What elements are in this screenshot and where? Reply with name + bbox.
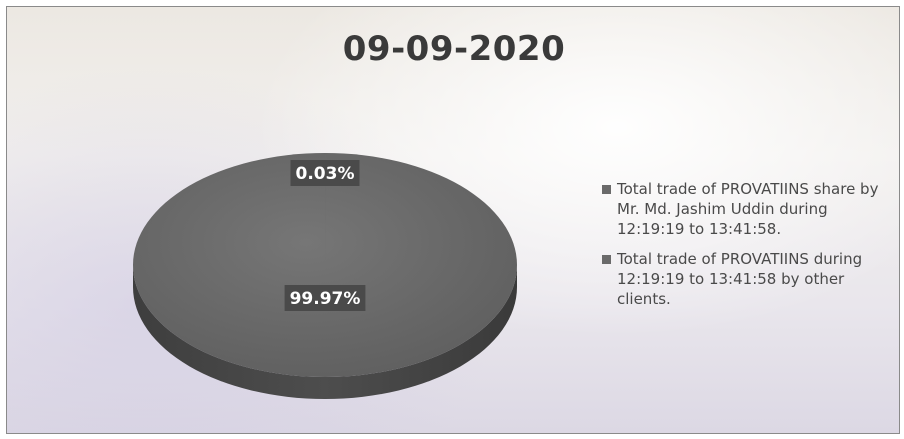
legend-label-0: Total trade of PROVATIINS share by Mr. M…	[617, 180, 879, 238]
legend-swatch-0	[602, 185, 611, 194]
legend-item-1: Total trade of PROVATIINS during 12:19:1…	[602, 249, 898, 309]
chart-legend: Total trade of PROVATIINS share by Mr. M…	[602, 179, 898, 319]
slice-label-1: 99.97%	[284, 285, 366, 311]
chart-area: 09-09-2020 0.03% 99.97% Tot	[6, 6, 900, 434]
legend-label-1: Total trade of PROVATIINS during 12:19:1…	[617, 250, 863, 308]
slice-label-1-box	[284, 285, 366, 311]
legend-item-0: Total trade of PROVATIINS share by Mr. M…	[602, 179, 898, 239]
pie-side-wall	[133, 265, 517, 399]
pie-chart: 0.03% 99.97%	[133, 153, 517, 399]
slice-label-0-box	[290, 160, 360, 186]
chart-title: 09-09-2020	[342, 29, 566, 69]
legend-swatch-1	[602, 255, 611, 264]
slice-label-0-text: 0.03%	[296, 164, 355, 184]
slice-label-1-text: 99.97%	[290, 289, 361, 309]
slice-label-0: 0.03%	[290, 160, 360, 186]
